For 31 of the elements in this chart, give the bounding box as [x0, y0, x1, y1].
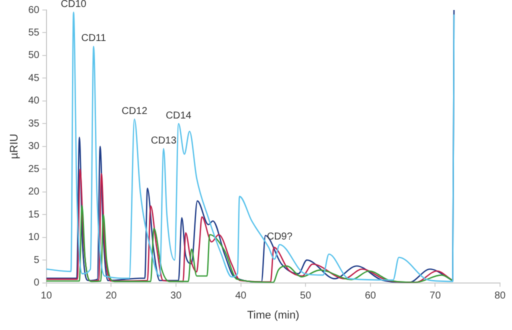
annotation: CD13 [150, 135, 177, 146]
y-tick-label: 15 [28, 209, 40, 220]
x-tick-label: 80 [494, 290, 506, 302]
line-series [46, 168, 454, 283]
annotation: CD9? [266, 231, 293, 242]
x-axis-title: Time (min) [247, 309, 300, 322]
y-tick-label: 55 [28, 27, 40, 38]
y-axis-title: µRIU [8, 134, 21, 160]
annotation: CD14 [166, 110, 192, 122]
y-tick-label: 20 [28, 186, 40, 198]
x-tick-label: 60 [364, 290, 376, 302]
x-tick-label: 50 [300, 290, 312, 302]
y-tick-label: 40 [28, 96, 40, 107]
x-tick-label: 30 [170, 290, 182, 302]
y-tick-label: 5 [34, 254, 40, 266]
annotation: CD12 [122, 106, 148, 117]
y-tick-label: 50 [28, 50, 40, 62]
annotation: CD11 [81, 33, 106, 44]
annotation: CD10 [60, 0, 87, 10]
x-tick-label: 70 [430, 290, 442, 302]
x-tick-label: 20 [106, 290, 118, 302]
x-tick-label: 10 [40, 290, 52, 302]
y-tick-label: 10 [28, 232, 40, 244]
y-tick-label: 0 [34, 278, 40, 289]
y-tick-label: 35 [28, 118, 40, 130]
line-series [46, 204, 454, 283]
y-tick-label: 45 [28, 72, 40, 84]
x-tick-label: 40 [235, 290, 247, 302]
y-tick-label: 30 [28, 141, 40, 152]
y-tick-label: 25 [28, 164, 40, 175]
y-tick-label: 60 [28, 4, 40, 16]
